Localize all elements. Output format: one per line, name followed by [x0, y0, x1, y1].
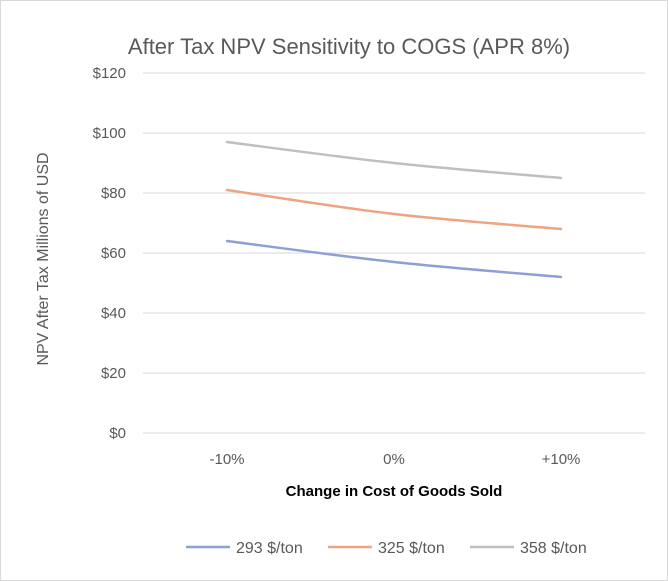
x-axis-ticks: -10% 0% +10% [209, 451, 580, 468]
x-tick-label: -10% [209, 451, 244, 468]
y-tick-label: $80 [101, 185, 126, 202]
series-line-2 [225, 188, 563, 231]
x-tick-label: +10% [542, 451, 581, 468]
y-tick-label: $120 [93, 65, 126, 82]
legend-label: 358 $/ton [520, 540, 587, 557]
legend: 293 $/ton 325 $/ton 358 $/ton [186, 540, 587, 557]
gridlines [143, 72, 645, 434]
y-tick-label: $20 [101, 365, 126, 382]
x-tick-label: 0% [383, 451, 405, 468]
series-line-3 [225, 140, 563, 180]
legend-label: 293 $/ton [236, 540, 303, 557]
y-axis-label: NPV After Tax Millions of USD [35, 152, 52, 365]
y-tick-label: $100 [93, 125, 126, 142]
y-axis-ticks: $0 $20 $40 $60 $80 $100 $120 [93, 65, 126, 442]
y-tick-label: $60 [101, 245, 126, 262]
y-tick-label: $40 [101, 305, 126, 322]
y-tick-label: $0 [109, 425, 126, 442]
series-lines [225, 140, 563, 279]
legend-label: 325 $/ton [378, 540, 445, 557]
series-line-1 [225, 239, 563, 279]
chart-title: After Tax NPV Sensitivity to COGS (APR 8… [128, 34, 570, 59]
x-axis-label: Change in Cost of Goods Sold [286, 483, 503, 500]
